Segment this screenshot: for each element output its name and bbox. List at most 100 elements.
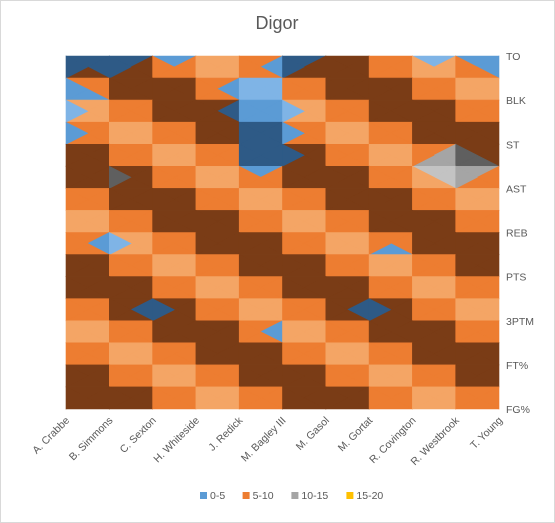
surface-cell bbox=[455, 298, 478, 322]
surface-cell bbox=[65, 386, 89, 410]
surface-cell bbox=[282, 254, 305, 278]
surface-cell bbox=[412, 209, 435, 233]
surface-cell bbox=[238, 364, 262, 388]
surface-cell bbox=[412, 320, 435, 344]
y-axis-labels: TO BLK ST AST REB PTS 3PTM FT% FG% bbox=[506, 51, 534, 416]
surface-cell bbox=[109, 209, 132, 233]
surface-cell bbox=[238, 342, 262, 366]
surface-cell bbox=[282, 77, 305, 101]
surface-cell bbox=[368, 232, 392, 256]
surface-cell bbox=[195, 276, 219, 300]
surface-cell bbox=[455, 165, 478, 189]
surface-cell bbox=[455, 276, 478, 300]
surface-cell bbox=[109, 320, 132, 344]
surface-cell bbox=[412, 298, 435, 322]
surface-cell bbox=[282, 276, 305, 300]
x-tick-label: T. Young bbox=[468, 415, 505, 452]
plot-area bbox=[65, 55, 500, 410]
surface-cell bbox=[368, 320, 392, 344]
surface-cell bbox=[152, 55, 175, 79]
surface-cell bbox=[325, 77, 349, 101]
y-tick-label: REB bbox=[506, 228, 528, 240]
surface-cell bbox=[412, 276, 435, 300]
surface-cell bbox=[455, 55, 478, 79]
surface-cell bbox=[455, 77, 478, 101]
surface-cell bbox=[238, 165, 262, 189]
surface-cell bbox=[368, 77, 392, 101]
surface-cell bbox=[65, 254, 89, 278]
surface-cell bbox=[109, 364, 132, 388]
surface-cell bbox=[455, 364, 478, 388]
surface-cell bbox=[325, 254, 349, 278]
surface-cell bbox=[455, 232, 478, 256]
surface-cell bbox=[368, 187, 392, 211]
surface-cell bbox=[325, 55, 349, 79]
surface-cell bbox=[65, 342, 89, 366]
surface-cell bbox=[65, 77, 89, 101]
surface-cell bbox=[282, 55, 305, 79]
surface-cell bbox=[109, 342, 132, 366]
surface-cell bbox=[412, 342, 435, 366]
surface-cell bbox=[238, 143, 262, 167]
surface-cell bbox=[455, 254, 478, 278]
surface-cell bbox=[325, 276, 349, 300]
surface-cell bbox=[109, 276, 132, 300]
surface-cell bbox=[195, 320, 219, 344]
legend-swatch bbox=[200, 492, 207, 499]
surface-cell bbox=[238, 276, 262, 300]
surface-cell bbox=[325, 187, 349, 211]
surface-cell bbox=[325, 320, 349, 344]
surface-cell bbox=[195, 364, 219, 388]
surface-cell bbox=[195, 165, 219, 189]
surface-cell bbox=[152, 99, 175, 123]
surface-cell bbox=[282, 143, 305, 167]
surface-cell bbox=[282, 232, 305, 256]
surface-cell bbox=[455, 320, 478, 344]
x-tick-label: C. Sexton bbox=[118, 415, 159, 456]
legend-label: 5-10 bbox=[253, 490, 274, 502]
surface-cell bbox=[152, 165, 175, 189]
surface-cell bbox=[368, 143, 392, 167]
surface-cell bbox=[238, 121, 262, 145]
surface-cell bbox=[152, 298, 175, 322]
surface-cell bbox=[455, 121, 478, 145]
surface-cell bbox=[65, 320, 89, 344]
surface-cell bbox=[282, 386, 305, 410]
surface-cell bbox=[65, 143, 89, 167]
surface-cell bbox=[282, 187, 305, 211]
surface-cell bbox=[238, 386, 262, 410]
surface-cell bbox=[65, 276, 89, 300]
y-tick-label: AST bbox=[506, 183, 527, 195]
surface-cell bbox=[65, 121, 89, 145]
surface-cell bbox=[412, 386, 435, 410]
x-tick-label: A. Crabbe bbox=[30, 415, 72, 457]
surface-cell bbox=[455, 209, 478, 233]
surface-cell bbox=[195, 121, 219, 145]
surface-cell bbox=[152, 121, 175, 145]
surface-cell bbox=[238, 187, 262, 211]
surface-cell bbox=[368, 121, 392, 145]
surface-cell bbox=[455, 143, 478, 167]
surface-cell bbox=[412, 364, 435, 388]
surface-cell bbox=[109, 121, 132, 145]
surface-cell bbox=[109, 165, 132, 189]
surface-cell bbox=[368, 55, 392, 79]
surface-cell bbox=[412, 77, 435, 101]
surface-cell bbox=[109, 143, 132, 167]
surface-cell bbox=[238, 254, 262, 278]
surface-cell bbox=[325, 386, 349, 410]
surface-cell bbox=[282, 209, 305, 233]
y-tick-label: FT% bbox=[506, 360, 528, 372]
surface-cell bbox=[152, 232, 175, 256]
surface-cell bbox=[152, 77, 175, 101]
surface-cell bbox=[65, 298, 89, 322]
surface-cell bbox=[238, 232, 262, 256]
surface-cell bbox=[412, 99, 435, 123]
surface-cell bbox=[195, 77, 219, 101]
surface-cell bbox=[412, 121, 435, 145]
surface-cell bbox=[325, 342, 349, 366]
surface-cell bbox=[195, 143, 219, 167]
surface-cell bbox=[455, 386, 478, 410]
surface-cell bbox=[152, 254, 175, 278]
